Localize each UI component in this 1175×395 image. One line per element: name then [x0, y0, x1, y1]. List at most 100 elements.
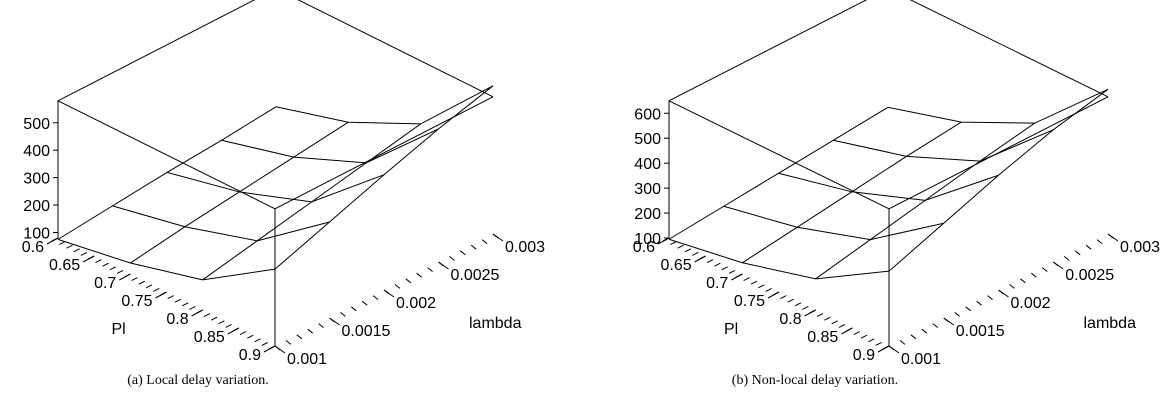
y-minor-tick — [1074, 250, 1081, 256]
x-tick — [155, 291, 167, 299]
surface-line-y — [723, 205, 944, 241]
z-tick-label: 400 — [23, 143, 50, 160]
z-tick-label: 300 — [634, 181, 661, 198]
y-tick-label: 0.0015 — [956, 323, 1005, 340]
x-tick — [804, 309, 816, 317]
y-tick — [383, 289, 395, 298]
x-tick-label: 0.7 — [706, 275, 728, 292]
y-minor-tick — [340, 312, 346, 317]
x-minor-tick — [167, 295, 174, 300]
box-edge — [909, 0, 1109, 98]
caption: (a) Local delay variation. — [127, 373, 268, 388]
x-minor-tick — [714, 262, 721, 267]
x-minor-tick — [239, 331, 247, 336]
x-minor-tick — [145, 284, 153, 289]
x-minor-tick — [254, 338, 261, 343]
x-minor-tick — [838, 323, 846, 328]
surface-line-y — [57, 238, 276, 281]
x-minor-tick — [95, 259, 102, 264]
x-tick-label: 0.6 — [633, 239, 655, 256]
surface-line-y — [221, 128, 439, 164]
x-minor-tick — [261, 341, 268, 346]
y-minor-tick — [416, 272, 423, 278]
y-minor-tick — [361, 300, 368, 306]
y-minor-tick — [318, 323, 324, 328]
x-minor-tick — [787, 298, 794, 303]
y-tick — [1052, 261, 1064, 270]
y-tick-label: 0.0015 — [342, 323, 391, 340]
x-minor-tick — [181, 302, 189, 307]
y-minor-tick — [921, 328, 928, 334]
x-tick-label: 0.85 — [194, 329, 225, 346]
x-tick-label: 0.9 — [853, 347, 875, 364]
z-tick-label: 400 — [634, 156, 661, 173]
x-minor-tick — [794, 302, 802, 307]
surface-line-y — [778, 172, 999, 201]
y-tick-label: 0.0025 — [451, 267, 500, 284]
z-tick-label: 200 — [23, 198, 50, 215]
surface-line-y — [166, 171, 385, 203]
x-tick — [731, 273, 743, 281]
y-tick — [888, 345, 900, 354]
x-minor-tick — [758, 284, 765, 289]
x-minor-tick — [750, 280, 758, 285]
y-minor-tick — [899, 340, 906, 345]
x-tick — [767, 291, 780, 299]
x-axis-label: Pl — [112, 321, 126, 338]
x-tick — [191, 309, 203, 317]
x-minor-tick — [138, 280, 146, 285]
x-minor-tick — [210, 316, 218, 321]
y-tick — [274, 345, 286, 354]
z-tick-label: 100 — [23, 226, 50, 243]
x-minor-tick — [174, 298, 182, 303]
z-tick-label: 200 — [634, 206, 661, 223]
y-minor-tick — [285, 340, 292, 345]
y-tick-label: 0.002 — [1011, 295, 1051, 312]
surface-line-y — [275, 85, 494, 125]
surface-plot-b: 100 200 300 400 500 600 0.6 0.65 0.7 0.75 0.8 0.85 0… — [633, 0, 1160, 388]
x-tick — [227, 327, 240, 335]
x-minor-tick — [109, 266, 117, 271]
x-minor-tick — [218, 320, 225, 325]
y-minor-tick — [405, 278, 412, 284]
y-tick-label: 0.001 — [901, 351, 941, 368]
y-minor-tick — [1031, 272, 1037, 278]
y-minor-tick — [1096, 239, 1103, 244]
surface-line-x — [742, 121, 962, 264]
x-minor-tick — [860, 334, 868, 339]
x-tick-label: 0.9 — [239, 347, 261, 364]
y-minor-tick — [1041, 267, 1048, 272]
x-minor-tick — [80, 251, 88, 256]
y-minor-tick — [459, 250, 466, 256]
x-minor-tick — [153, 287, 160, 292]
y-tick-label: 0.003 — [1120, 239, 1160, 256]
y-minor-tick — [394, 284, 401, 289]
z-tick-label: 500 — [634, 131, 661, 148]
x-tick — [877, 345, 890, 353]
box-edge — [297, 0, 494, 98]
y-minor-tick — [910, 334, 917, 340]
y-minor-tick — [372, 295, 379, 300]
x-tick-label: 0.75 — [734, 293, 765, 310]
y-minor-tick — [932, 323, 939, 328]
x-tick — [46, 237, 59, 245]
y-axis-label: lambda — [1084, 315, 1137, 332]
y-tick-label: 0.001 — [287, 351, 327, 368]
z-tick-label: 100 — [634, 231, 661, 248]
surface-line-y — [112, 205, 330, 242]
y-minor-tick — [296, 334, 303, 340]
x-minor-tick — [875, 341, 882, 346]
x-minor-tick — [706, 259, 714, 264]
y-minor-tick — [987, 295, 993, 300]
x-minor-tick — [831, 320, 838, 325]
x-minor-tick — [816, 313, 824, 318]
x-minor-tick — [225, 323, 232, 328]
box-edge — [274, 96, 494, 210]
y-tick — [943, 317, 955, 326]
x-tick-label: 0.8 — [779, 311, 801, 328]
x-minor-tick — [728, 269, 736, 274]
y-minor-tick — [350, 306, 357, 312]
x-tick — [119, 273, 131, 281]
x-minor-tick — [780, 295, 787, 300]
